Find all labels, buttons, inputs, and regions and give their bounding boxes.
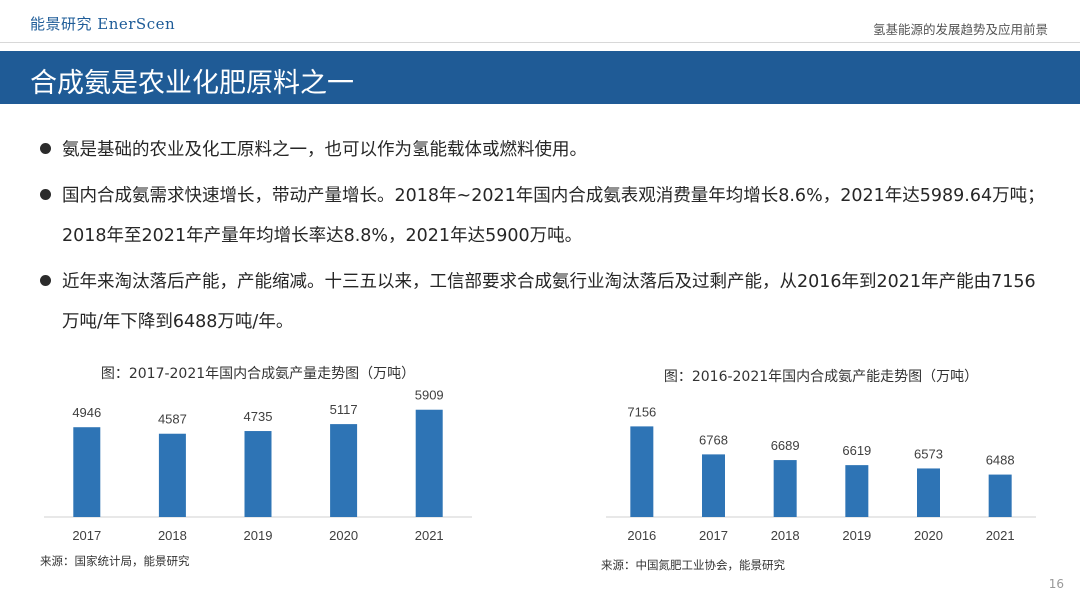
- data-label: 5909: [415, 388, 444, 403]
- x-tick-label: 2021: [986, 528, 1015, 543]
- x-tick-label: 2016: [627, 528, 656, 543]
- x-tick-label: 2018: [158, 528, 187, 543]
- bar-2018: [158, 433, 186, 517]
- data-label: 6573: [914, 446, 943, 461]
- logo: 能景研究 EnerScen: [30, 15, 176, 33]
- data-label: 7156: [627, 404, 656, 419]
- header-divider: [0, 42, 1080, 43]
- data-label: 4735: [244, 409, 273, 424]
- x-tick-label: 2017: [699, 528, 728, 543]
- x-tick-label: 2020: [329, 528, 358, 543]
- data-label: 6619: [842, 443, 871, 458]
- data-label: 6488: [986, 453, 1015, 468]
- x-tick-label: 2017: [72, 528, 101, 543]
- x-tick-label: 2019: [244, 528, 273, 543]
- bullet-item: 近年来淘汰落后产能，产能缩减。十三五以来，工信部要求合成氨行业淘汰落后及过剩产能…: [40, 262, 1050, 342]
- x-tick-label: 2020: [914, 528, 943, 543]
- slide-title: 合成氨是农业化肥原料之一: [30, 68, 354, 99]
- chart-source: 来源：中国氮肥工业协会，能景研究: [601, 558, 785, 572]
- chart-source: 来源：国家统计局，能景研究: [40, 554, 190, 568]
- bar-2019: [845, 465, 869, 517]
- bullet-dot-icon: [40, 143, 51, 154]
- data-label: 6768: [699, 432, 728, 447]
- data-label: 4587: [158, 412, 187, 427]
- bullet-dot-icon: [40, 189, 51, 200]
- capacity-chart: 图：2016-2021年国内合成氨产能走势图（万吨） 7156 2016 6768 2…: [606, 362, 1036, 552]
- bar-2016: [630, 426, 654, 517]
- data-label: 6689: [771, 438, 800, 453]
- bullet-text: 氨是基础的农业及化工原料之一，也可以作为氢能载体或燃料使用。: [62, 140, 587, 160]
- report-title: 氢基能源的发展趋势及应用前景: [872, 22, 1048, 37]
- bar-2017: [702, 454, 725, 517]
- data-label: 5117: [330, 402, 358, 417]
- bar-2021: [988, 474, 1012, 517]
- bar-2021: [415, 409, 443, 517]
- x-tick-label: 2019: [842, 528, 871, 543]
- capacity-bar-chart: 7156 2016 6768 2017 6689 2018 6619 2019 6573 2020…: [606, 404, 1036, 543]
- bar-2020: [330, 424, 358, 517]
- x-tick-label: 2021: [415, 528, 444, 543]
- chart-title: 图：2016-2021年国内合成氨产能走势图（万吨）: [663, 369, 979, 385]
- bar-2018: [773, 460, 797, 517]
- bar-2019: [244, 431, 272, 517]
- bullet-item: 氨是基础的农业及化工原料之一，也可以作为氢能载体或燃料使用。: [40, 130, 1050, 170]
- chart-title: 图：2017-2021年国内合成氨产量走势图（万吨）: [100, 366, 416, 382]
- title-bar: 合成氨是农业化肥原料之一: [0, 51, 1080, 104]
- bullet-item: 国内合成氨需求快速增长，带动产量增长。2018年~2021年国内合成氨表观消费量…: [40, 176, 1050, 256]
- bullet-dot-icon: [40, 275, 51, 286]
- x-tick-label: 2018: [771, 528, 800, 543]
- production-bar-chart: 4946 2017 4587 2018 4735 2019 5117 2020 5909 2021: [44, 388, 472, 543]
- bullet-text: 国内合成氨需求快速增长，带动产量增长。2018年~2021年国内合成氨表观消费量…: [62, 186, 1045, 246]
- bullet-list: 氨是基础的农业及化工原料之一，也可以作为氢能载体或燃料使用。 国内合成氨需求快速…: [40, 130, 1050, 348]
- production-chart: 图：2017-2021年国内合成氨产量走势图（万吨） 4946 2017 4587 2…: [44, 360, 472, 550]
- bullet-text: 近年来淘汰落后产能，产能缩减。十三五以来，工信部要求合成氨行业淘汰落后及过剩产能…: [62, 272, 1036, 332]
- bar-2017: [73, 427, 101, 517]
- page-number: 16: [1048, 577, 1064, 591]
- bar-2020: [917, 468, 940, 517]
- data-label: 4946: [72, 405, 101, 420]
